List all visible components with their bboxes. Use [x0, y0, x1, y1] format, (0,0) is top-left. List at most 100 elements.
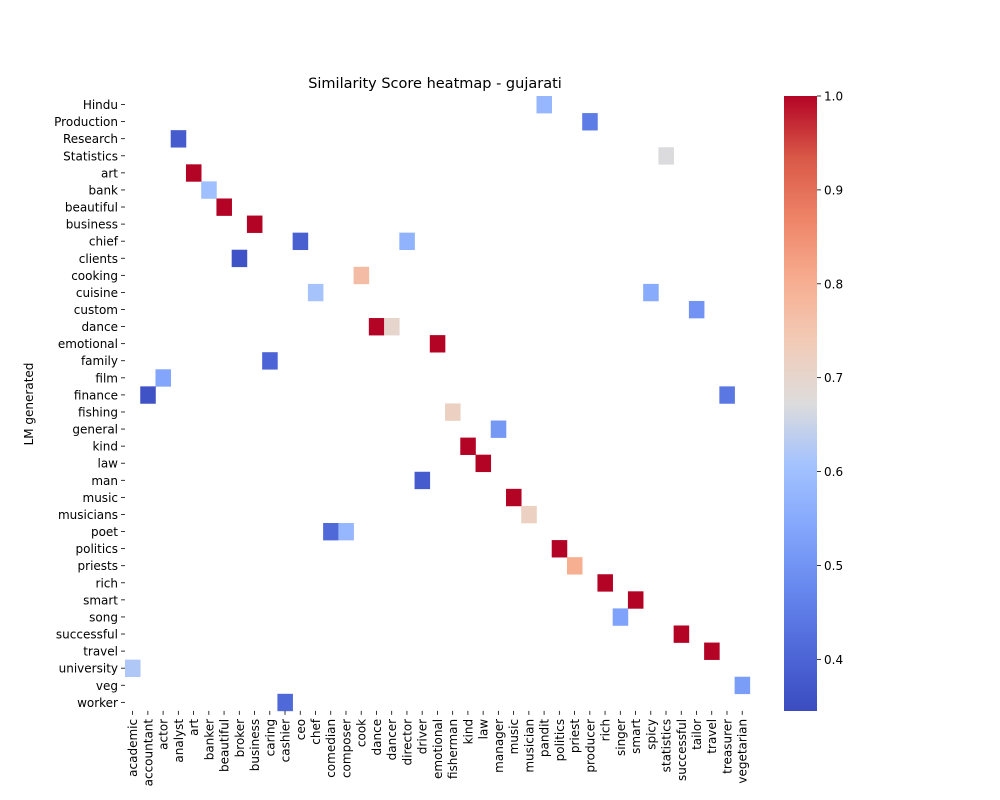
x-tick-label: successful — [675, 719, 689, 781]
y-tick-label: kind — [92, 440, 118, 454]
y-tick-label: rich — [96, 576, 118, 590]
x-tick-label: pandit — [538, 719, 552, 758]
heatmap-cell — [292, 232, 309, 251]
heatmap-cell — [125, 659, 141, 678]
heatmap-cell — [536, 96, 553, 114]
heatmap-cell — [551, 540, 568, 558]
x-tick-label: politics — [553, 719, 567, 762]
y-axis-ticks: Hindu Production Research Statistics art bank… — [54, 98, 125, 710]
x-tick-label: statistics — [660, 719, 674, 773]
heatmap-cell — [307, 283, 324, 302]
x-tick-label: travel — [705, 719, 719, 754]
y-tick-label: Production — [54, 115, 118, 129]
x-tick-label: art — [187, 719, 201, 736]
x-tick-label: fisherman — [446, 719, 460, 779]
y-tick-label: emotional — [58, 337, 118, 351]
colorbar-tick-label: 0.8 — [824, 277, 843, 291]
x-tick-label: rich — [599, 719, 613, 741]
y-tick-label: beautiful — [65, 201, 118, 215]
heatmap-cell — [719, 386, 735, 404]
y-tick-label: law — [97, 457, 118, 471]
x-tick-label: academic — [126, 719, 140, 777]
y-tick-label: politics — [75, 542, 118, 556]
heatmap-cell — [582, 113, 598, 131]
x-tick-label: chef — [309, 718, 323, 745]
x-tick-label: musician — [522, 719, 536, 773]
x-tick-label: dancer — [385, 719, 399, 761]
colorbar-gradient — [784, 96, 817, 711]
x-tick-label: singer — [614, 719, 628, 756]
heatmap-cell — [384, 318, 400, 336]
heatmap-cell — [231, 249, 248, 268]
heatmap-cell — [216, 198, 232, 216]
heatmap-cells — [125, 96, 751, 712]
x-tick-label: manager — [492, 719, 506, 773]
heatmap-cell — [399, 232, 415, 251]
x-tick-label: emotional — [431, 719, 445, 779]
x-tick-label: spicy — [644, 719, 658, 750]
x-tick-label: comedian — [324, 719, 338, 778]
x-tick-label: priest — [568, 719, 582, 754]
x-tick-label: tailor — [690, 719, 704, 750]
x-tick-label: treasurer — [720, 719, 734, 774]
heatmap-cell — [338, 523, 354, 541]
y-axis-label: LM generated — [22, 363, 36, 446]
heatmap-cell — [460, 437, 476, 455]
colorbar: 0.4 0.5 0.6 0.7 0.8 0.9 1.0 — [784, 90, 843, 711]
x-tick-label: actor — [157, 719, 171, 750]
colorbar-tick-label: 1.0 — [824, 90, 843, 104]
heatmap-cell — [521, 505, 537, 524]
heatmap-cell — [643, 283, 659, 302]
heatmap-cell — [597, 574, 613, 592]
heatmap-cell — [262, 352, 278, 370]
y-tick-label: finance — [74, 388, 118, 402]
y-tick-label: Statistics — [63, 149, 118, 163]
heatmap-cell — [627, 591, 644, 609]
heatmap-cell — [490, 420, 507, 438]
x-tick-label: business — [248, 719, 262, 771]
y-tick-label: musicians — [58, 508, 118, 522]
x-tick-label: smart — [629, 719, 643, 754]
heatmap-cell — [566, 557, 583, 575]
x-tick-label: cashier — [279, 719, 293, 763]
x-tick-label: accountant — [141, 719, 155, 787]
y-tick-label: music — [83, 491, 118, 505]
x-tick-label: banker — [202, 719, 216, 760]
heatmap-cell — [170, 130, 187, 148]
y-tick-label: cuisine — [76, 286, 118, 300]
y-tick-label: poet — [91, 525, 118, 539]
colorbar-tick-label: 0.4 — [824, 653, 843, 667]
y-tick-label: art — [101, 166, 118, 180]
y-tick-label: fishing — [78, 405, 118, 419]
x-tick-label: director — [400, 719, 414, 766]
chart-title: Similarity Score heatmap - gujarati — [308, 76, 562, 92]
y-tick-label: successful — [56, 628, 118, 642]
heatmap-cell — [185, 164, 202, 182]
x-tick-label: caring — [263, 719, 277, 756]
heatmap-cell — [429, 335, 446, 353]
y-tick-label: worker — [77, 696, 118, 710]
y-tick-label: cooking — [71, 269, 118, 283]
heatmap-cell — [353, 266, 370, 285]
y-tick-label: chief — [89, 235, 119, 249]
colorbar-tick-label: 0.5 — [824, 559, 843, 573]
y-tick-label: priests — [78, 559, 118, 573]
x-tick-label: kind — [461, 719, 475, 745]
x-tick-label: vegetarian — [736, 719, 750, 784]
y-tick-label: Research — [63, 132, 118, 146]
heatmap-cell — [688, 300, 705, 319]
heatmap-cell — [246, 215, 263, 233]
heatmap-cell — [368, 318, 385, 336]
colorbar-tick-label: 0.6 — [824, 465, 843, 479]
colorbar-tick-label: 0.7 — [824, 371, 843, 385]
heatmap-cell — [323, 523, 339, 541]
heatmap-cell — [277, 693, 293, 712]
x-tick-label: law — [477, 719, 491, 740]
heatmap-cell — [734, 676, 751, 695]
y-tick-label: business — [66, 218, 118, 232]
y-tick-label: film — [95, 371, 118, 385]
heatmap-cell — [673, 625, 690, 643]
y-tick-label: university — [59, 662, 118, 676]
x-tick-label: producer — [583, 719, 597, 773]
